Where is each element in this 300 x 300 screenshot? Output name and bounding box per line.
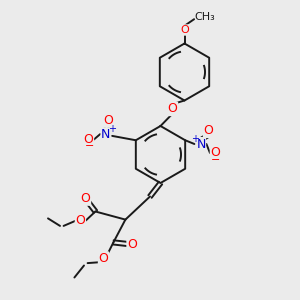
Text: O: O [127,238,137,251]
Text: +: + [191,134,199,144]
Text: O: O [204,124,213,137]
Text: O: O [99,252,108,265]
Text: −: − [85,141,94,151]
Text: CH₃: CH₃ [194,12,215,22]
Text: O: O [180,25,189,35]
Text: O: O [76,214,85,227]
Text: O: O [168,102,177,116]
Text: O: O [211,146,220,160]
Text: O: O [84,133,93,146]
Text: O: O [103,113,113,127]
Text: N: N [196,137,206,151]
Text: N: N [101,128,110,141]
Text: O: O [81,192,90,205]
Text: −: − [211,154,221,165]
Text: +: + [108,124,116,134]
